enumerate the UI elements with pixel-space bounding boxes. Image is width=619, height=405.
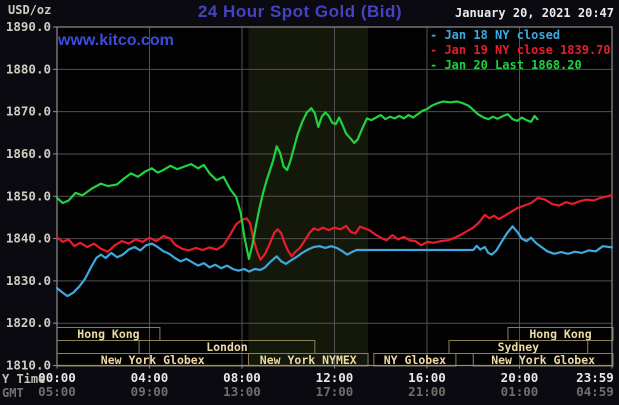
session-label: London [206,340,248,354]
session-label: NY Globex [384,353,446,367]
series-line-jan-18 [55,225,614,298]
series-line-jan-20 [55,100,539,260]
y-axis-unit-label: USD/oz [8,3,52,17]
y-tick-label: 1810.0 [6,358,51,373]
x-tick-label-gmt: 01:00 [501,384,539,399]
y-tick-label: 1870.0 [6,104,51,119]
chart-legend: - Jan 18 NY closed - Jan 19 NY close 1839… [430,28,611,73]
x-tick-label-ny: 08:00 [223,370,261,385]
x-tick-label-ny: 00:00 [38,370,76,385]
datetime-label: January 20, 2021 20:47 [455,6,614,20]
legend-item: - Jan 18 NY closed [430,28,561,42]
y-tick-label: 1830.0 [6,273,51,288]
series-line-jan-19 [55,193,614,261]
x-tick-label-gmt: 13:00 [223,384,261,399]
y-tick-label: 1820.0 [6,315,51,330]
x-tick-label-gmt: 05:00 [38,384,76,399]
y-tick-label: 1840.0 [6,231,51,246]
legend-item: - Jan 19 NY close 1839.70 [430,43,611,57]
y-tick-label: 1890.0 [6,19,51,34]
x-tick-label-ny: 16:00 [408,370,446,385]
y-tick-label: 1860.0 [6,146,51,161]
gmt-axis-label: GMT [2,386,24,400]
session-label: Hong Kong [529,327,591,341]
x-tick-label-ny: 04:00 [131,370,169,385]
y-tick-label: 1850.0 [6,188,51,203]
session-label: New York NYMEX [260,353,357,367]
session-label: Sydney [498,340,540,354]
session-label: Hong Kong [77,327,139,341]
x-tick-label-ny: 12:00 [316,370,354,385]
session-label: New York Globex [491,353,595,367]
x-tick-label-gmt: 17:00 [316,384,354,399]
legend-item: - Jan 20 Last 1868.20 [430,58,582,72]
y-tick-label: 1880.0 [6,61,51,76]
x-tick-label-ny: 20:00 [501,370,539,385]
ny-time-axis-label: Y Time [2,372,46,386]
x-tick-label-gmt: 04:59 [576,384,614,399]
x-tick-label-ny: 23:59 [576,370,614,385]
page-title: 24 Hour Spot Gold (Bid) [197,2,403,21]
x-tick-label-gmt: 21:00 [408,384,446,399]
session-label: New York Globex [101,353,205,367]
kitco-logo-link[interactable]: www.kitco.com [58,32,174,49]
x-tick-label-gmt: 09:00 [131,384,169,399]
